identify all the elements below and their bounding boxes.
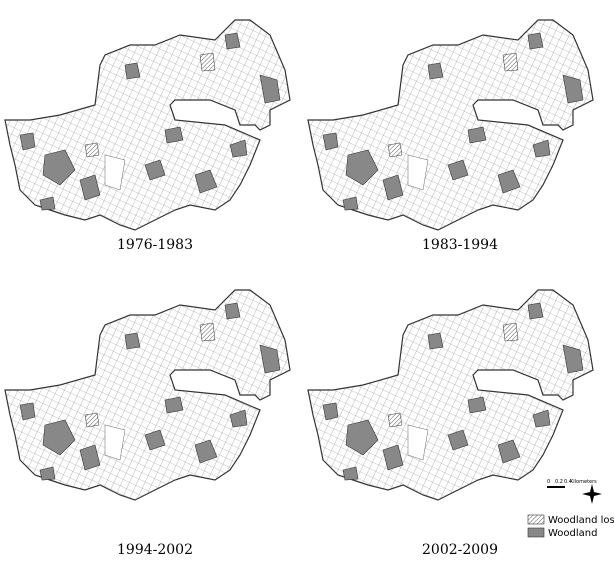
scale-bar: 0 0.2 0.4 Kilometers xyxy=(547,479,602,504)
panel-label: 1994-2002 xyxy=(117,542,193,558)
page: 1976-1983 1983-1994 1994-2002 2002-2009 … xyxy=(0,0,614,562)
map-1983-1994 xyxy=(308,20,593,230)
scale-bar-rect xyxy=(547,486,565,488)
scale-unit: Kilometers xyxy=(570,479,597,485)
legend-swatch xyxy=(528,528,544,537)
legend-swatch xyxy=(528,515,544,524)
panel-label: 1976-1983 xyxy=(117,237,193,253)
map-1976-1983 xyxy=(5,20,290,230)
north-arrow xyxy=(582,484,602,504)
scale-tick: 0 xyxy=(547,479,550,485)
legend: Woodland lost Woodland xyxy=(528,515,614,539)
map-1994-2002 xyxy=(5,290,290,500)
legend-label: Woodland xyxy=(548,528,597,539)
scale-tick: 0.2 xyxy=(555,479,563,485)
figure: 1976-1983 1983-1994 1994-2002 2002-2009 … xyxy=(0,0,614,562)
panel-label: 1983-1994 xyxy=(422,237,498,253)
panel-label: 2002-2009 xyxy=(422,542,498,558)
map-2002-2009 xyxy=(308,290,593,500)
legend-label: Woodland lost xyxy=(548,515,614,526)
